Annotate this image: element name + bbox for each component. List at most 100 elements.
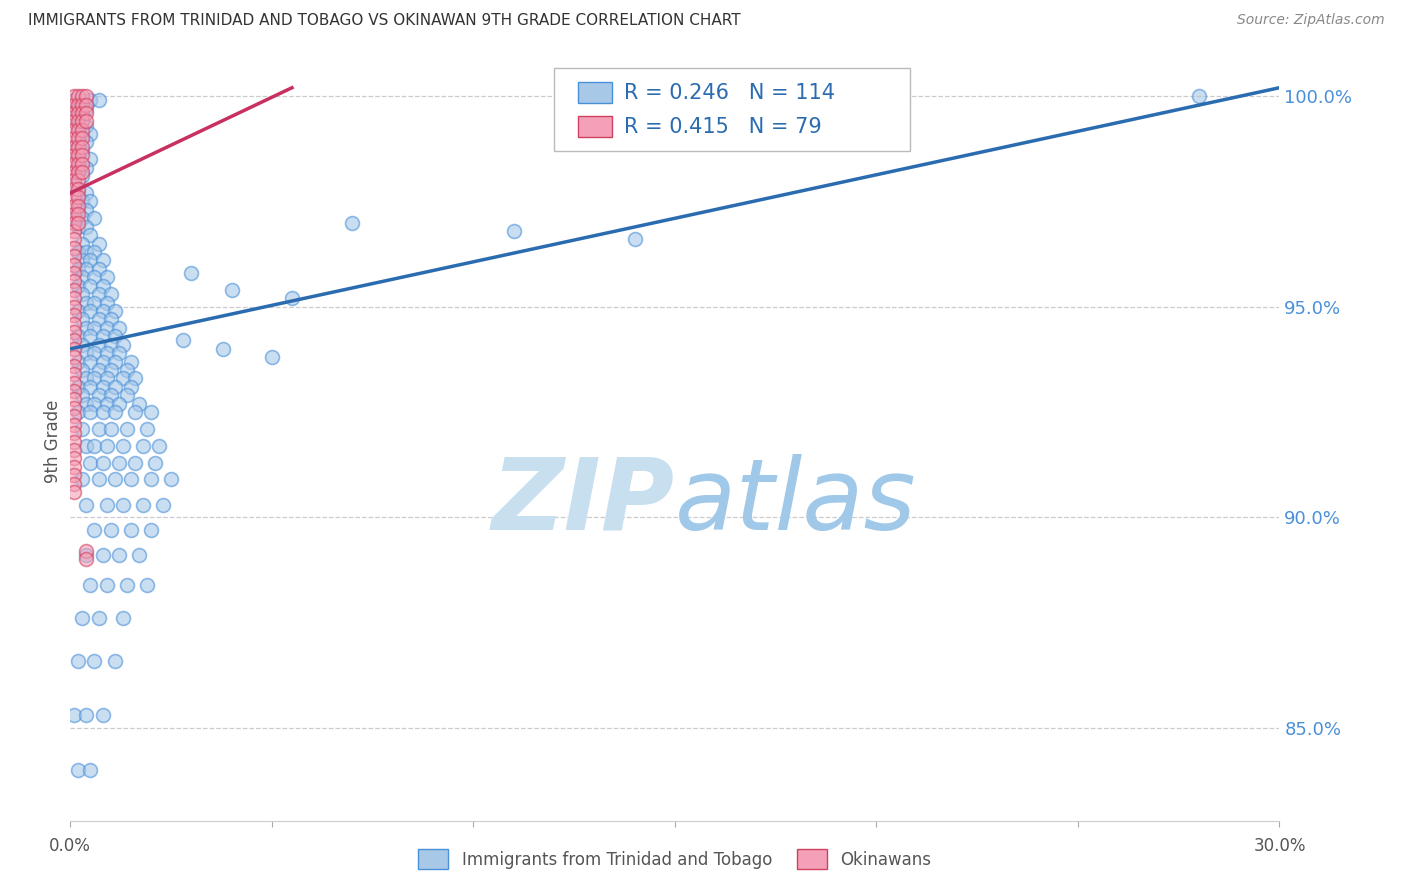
Point (63, 224, 86, 238)
Point (96, 578, 118, 592)
Point (87, 337, 110, 351)
Point (67, 102, 90, 116)
Point (63, 317, 86, 331)
Point (72, 363, 94, 377)
Point (72, 106, 94, 120)
Point (63, 434, 86, 449)
Point (67, 380, 90, 394)
Point (172, 334, 194, 348)
Point (67, 190, 90, 204)
Point (63, 190, 86, 204)
Point (100, 422, 122, 436)
Point (79, 304, 101, 318)
Point (75, 161, 97, 175)
Point (72, 253, 94, 268)
Point (107, 346, 129, 360)
Point (67, 106, 90, 120)
Point (111, 371, 134, 385)
Point (83, 270, 105, 285)
Text: IMMIGRANTS FROM TRINIDAD AND TOBAGO VS OKINAWAN 9TH GRADE CORRELATION CHART: IMMIGRANTS FROM TRINIDAD AND TOBAGO VS O… (28, 13, 741, 29)
Point (87, 472, 110, 486)
Point (75, 261, 97, 276)
Point (96, 396, 118, 410)
Point (67, 131, 90, 145)
Point (67, 97, 90, 112)
Point (115, 578, 138, 592)
Point (67, 261, 90, 276)
Point (63, 211, 86, 226)
Point (63, 215, 86, 229)
Point (91, 708, 114, 723)
Point (75, 396, 97, 410)
Point (67, 219, 90, 234)
Point (79, 456, 101, 470)
Point (132, 498, 155, 512)
Point (260, 351, 283, 365)
Point (135, 578, 157, 592)
Point (143, 456, 166, 470)
Point (67, 119, 90, 133)
Point (79, 278, 101, 293)
Point (63, 89, 86, 103)
Point (63, 342, 86, 356)
Point (342, 215, 364, 229)
Point (67, 123, 90, 137)
Point (87, 312, 110, 326)
Point (83, 346, 105, 360)
Point (63, 283, 86, 297)
Point (79, 329, 101, 343)
Point (87, 363, 110, 377)
Point (63, 459, 86, 474)
Point (63, 334, 86, 348)
Point (63, 97, 86, 112)
Point (75, 544, 97, 558)
Point (623, 232, 645, 246)
Point (1188, 89, 1211, 103)
Point (91, 278, 114, 293)
Point (91, 329, 114, 343)
Point (124, 456, 146, 470)
Point (75, 202, 97, 217)
Point (67, 156, 90, 170)
Point (63, 275, 86, 289)
Point (63, 426, 86, 441)
Point (124, 371, 146, 385)
Point (67, 354, 90, 368)
Point (63, 392, 86, 407)
Legend: Immigrants from Trinidad and Tobago, Okinawans: Immigrants from Trinidad and Tobago, Oki… (419, 849, 931, 869)
Point (75, 295, 97, 310)
Point (75, 106, 97, 120)
Point (111, 498, 134, 512)
Point (63, 232, 86, 246)
Point (100, 312, 122, 326)
Point (63, 139, 86, 153)
Point (104, 304, 127, 318)
Point (63, 110, 86, 124)
Point (139, 472, 162, 486)
Point (148, 439, 170, 453)
Point (72, 156, 94, 170)
Point (75, 320, 97, 334)
Point (83, 654, 105, 668)
Point (104, 380, 127, 394)
Point (502, 224, 524, 238)
Point (87, 611, 110, 625)
Point (67, 405, 90, 419)
Point (100, 388, 122, 402)
Point (75, 119, 97, 133)
Point (152, 498, 174, 512)
Point (83, 295, 105, 310)
Point (67, 148, 90, 162)
Point (72, 169, 94, 183)
Point (63, 114, 86, 128)
Point (96, 346, 118, 360)
Point (67, 278, 90, 293)
Point (72, 127, 94, 141)
Point (96, 371, 118, 385)
Point (67, 165, 90, 179)
Point (72, 114, 94, 128)
Point (72, 270, 94, 285)
Point (79, 578, 101, 592)
Point (83, 396, 105, 410)
Point (83, 211, 105, 226)
